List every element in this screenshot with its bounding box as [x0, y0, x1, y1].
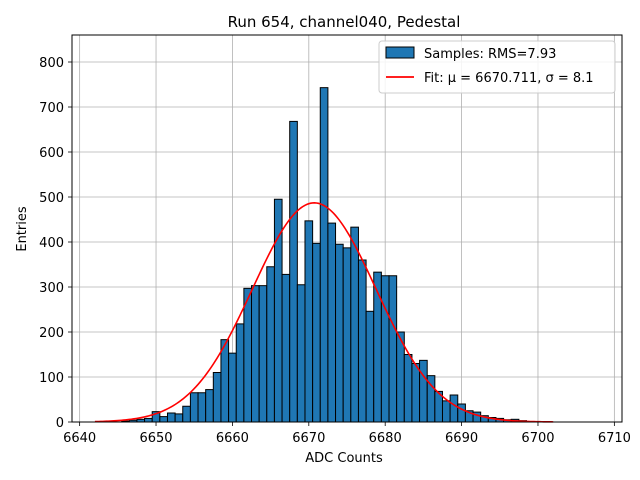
gaussian-fit-line — [94, 202, 554, 423]
y-tick-label: 200 — [39, 326, 64, 341]
x-tick-label: 6700 — [521, 431, 554, 446]
histogram-bar — [449, 394, 459, 423]
histogram-bar — [220, 339, 230, 423]
histogram-bar — [296, 284, 306, 423]
x-tick-label: 6650 — [139, 431, 172, 446]
legend-box — [378, 40, 616, 94]
y-tick-label: 500 — [39, 191, 64, 206]
histogram-bar — [289, 120, 298, 423]
histogram-bar — [166, 412, 176, 423]
x-tick-label: 6690 — [445, 431, 478, 446]
histogram-bar — [441, 400, 451, 423]
histogram-bar — [312, 242, 321, 423]
histogram-bar — [228, 352, 237, 423]
histogram-bar — [380, 275, 390, 423]
histogram-bar — [197, 392, 207, 423]
y-axis-label: Entries — [15, 206, 30, 252]
histogram-bar — [235, 323, 245, 423]
plot-frame — [71, 34, 623, 423]
histogram-bar — [266, 266, 275, 423]
histogram-bar — [403, 354, 413, 423]
x-tick-label: 6710 — [598, 431, 631, 446]
x-axis-label: ADC Counts — [305, 451, 383, 466]
histogram-bar — [212, 372, 222, 423]
histogram-bar — [357, 259, 367, 423]
axis-ticks: 6640 6650 6660 6670 6680 6690 6700 6710 0 100 200 3… — [39, 56, 631, 446]
x-tick-label: 6670 — [292, 431, 325, 446]
histogram-bar — [411, 363, 421, 423]
histogram-bar — [243, 287, 253, 423]
legend-label-fit: Fit: μ = 6670.711, σ = 8.1 — [424, 71, 594, 86]
histogram-bar — [189, 392, 199, 423]
histogram-bar — [174, 413, 184, 423]
histogram-bars — [121, 87, 528, 423]
histogram-bar — [281, 273, 291, 423]
y-tick-label: 0 — [56, 416, 64, 431]
legend-label-samples: Samples: RMS=7.93 — [424, 47, 556, 62]
y-tick-label: 800 — [39, 56, 64, 71]
chart-title: Run 654, channel040, Pedestal — [228, 13, 461, 31]
histogram-bar — [419, 359, 428, 423]
histogram-bar — [304, 220, 314, 423]
y-tick-label: 600 — [39, 146, 64, 161]
x-tick-label: 6680 — [369, 431, 402, 446]
histogram-bar — [373, 271, 382, 423]
fit-curve-layer — [94, 202, 554, 423]
histogram-bar — [457, 403, 466, 423]
histogram-bar — [258, 285, 268, 423]
histogram-bar — [182, 405, 191, 423]
histogram-bar — [327, 222, 337, 423]
y-tick-label: 400 — [39, 236, 64, 251]
histogram-bar — [251, 285, 260, 423]
histogram-bar — [319, 87, 329, 423]
histogram-bar — [159, 416, 168, 423]
y-tick-label: 700 — [39, 101, 64, 116]
y-tick-label: 300 — [39, 281, 64, 296]
histogram-bar — [350, 226, 359, 423]
legend-swatch-samples — [385, 46, 415, 59]
x-tick-label: 6660 — [216, 431, 249, 446]
histogram-bar — [365, 310, 375, 423]
histogram-bar — [342, 247, 352, 423]
x-tick-label: 6640 — [63, 431, 96, 446]
histogram-bar — [388, 275, 398, 423]
histogram-bar — [335, 243, 344, 423]
histogram-bar — [205, 389, 214, 423]
legend: Samples: RMS=7.93 Fit: μ = 6670.711, σ =… — [378, 40, 616, 94]
y-tick-label: 100 — [39, 371, 64, 386]
histogram-bar — [144, 417, 153, 423]
